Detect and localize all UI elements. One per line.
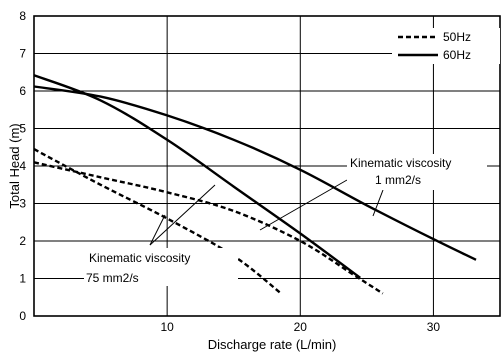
curve-60hz-viscosity-75: [33, 74, 361, 279]
y-tick-label: 6: [19, 84, 26, 98]
annotation-leaders: [149, 179, 384, 246]
curve-60hz-viscosity-1: [33, 85, 477, 261]
y-tick-label: 4: [19, 159, 26, 173]
y-tick-label: 5: [19, 122, 26, 136]
legend-50hz-label: 50Hz: [443, 30, 471, 44]
x-tick-label: 20: [294, 320, 308, 334]
annotation-75-line-2: 75 mm2/s: [86, 271, 139, 285]
annotation-leader-line: [149, 184, 216, 246]
curve-50hz-viscosity-75: [33, 148, 282, 294]
y-tick-label: 2: [19, 234, 26, 248]
performance-curves: [33, 74, 477, 295]
legend-60hz-label: 60Hz: [443, 48, 471, 62]
x-tick-label: 30: [427, 320, 441, 334]
tick-labels: 0 1 2 3 4 5 6 7 8 10 20 30: [19, 9, 440, 334]
x-axis-title: Discharge rate (L/min): [208, 337, 337, 352]
y-tick-label: 1: [19, 272, 26, 286]
y-tick-label: 0: [19, 309, 26, 323]
annotation-1-line-2: 1 mm2/s: [375, 173, 421, 187]
plot-border: [33, 15, 501, 317]
annotation-1-line-1: Kinematic viscosity: [350, 156, 451, 170]
legend: 50Hz 60Hz: [392, 28, 500, 64]
annotation-75-line-1: Kinematic viscosity: [89, 251, 190, 265]
y-tick-label: 3: [19, 197, 26, 211]
y-tick-label: 7: [19, 47, 26, 61]
annotation-viscosity-1: Kinematic viscosity 1 mm2/s: [347, 154, 487, 190]
curve-50hz-viscosity-1: [33, 161, 384, 295]
annotation-viscosity-75: Kinematic viscosity 75 mm2/s: [84, 248, 238, 286]
y-axis-title: Total Head (m): [7, 123, 22, 208]
plot-frame: [33, 15, 501, 317]
y-tick-label: 8: [19, 9, 26, 23]
annotation-leader-line: [372, 189, 384, 217]
annotation-leader-line: [149, 214, 166, 246]
x-tick-label: 10: [160, 320, 174, 334]
annotation-leader-line: [259, 179, 348, 231]
